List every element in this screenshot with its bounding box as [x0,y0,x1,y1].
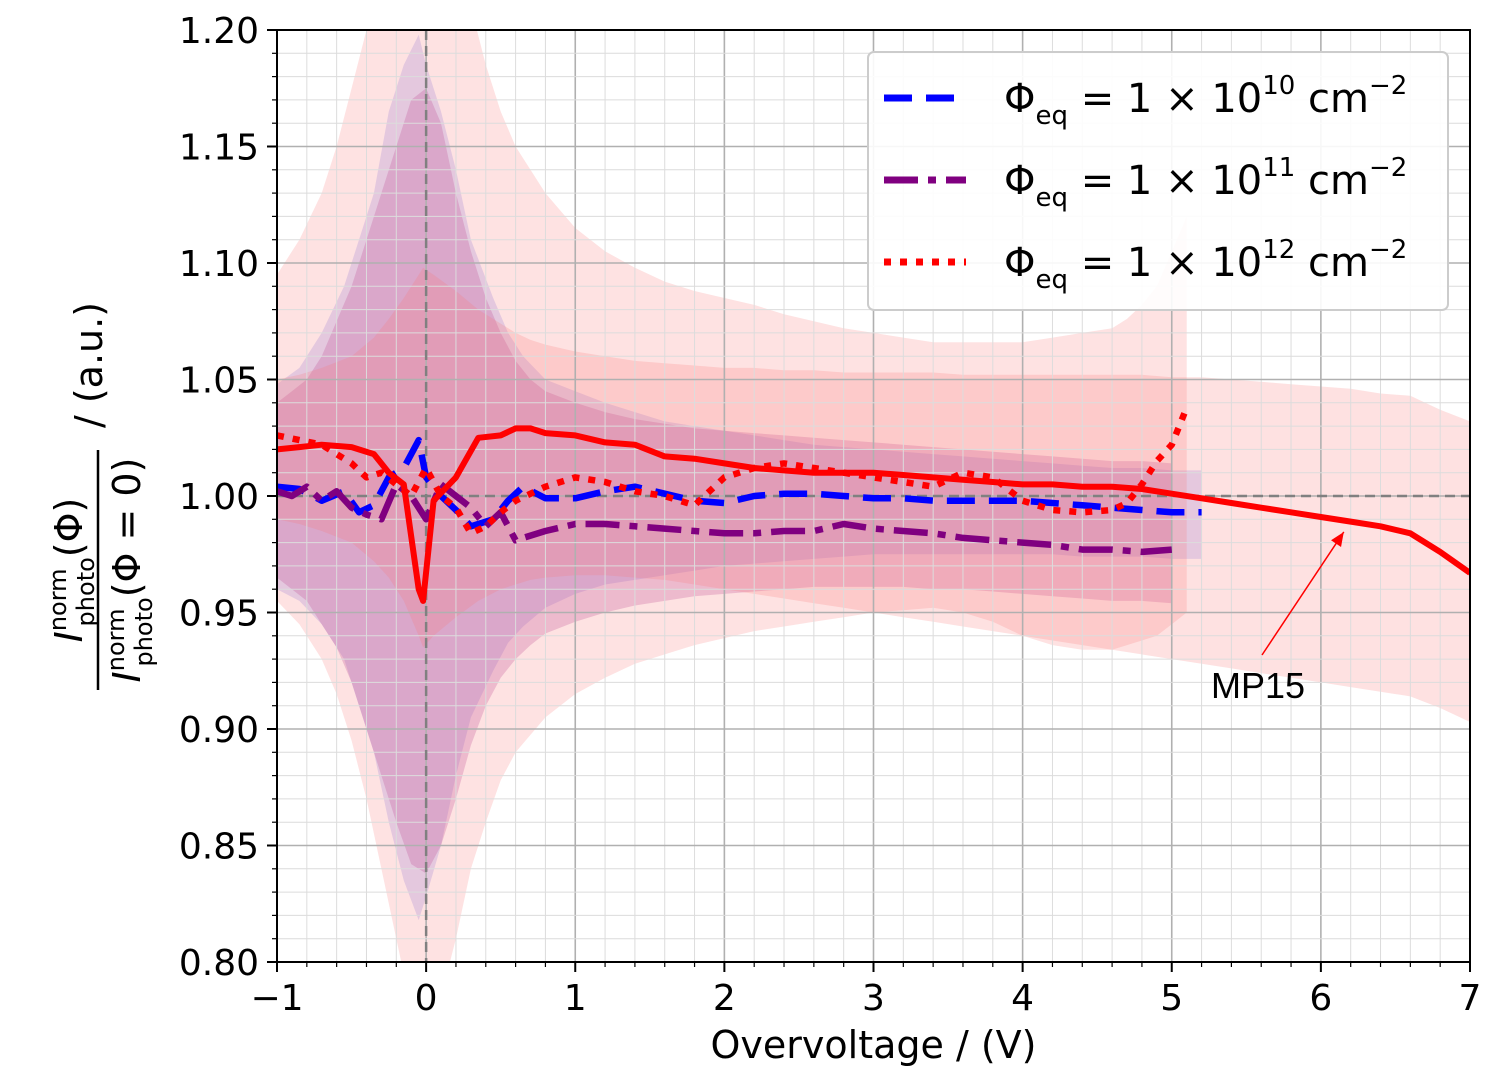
annotation-mp15: MP15 [1211,531,1345,706]
series-lines [277,406,1470,604]
y-axis-denominator: Inormphoto(Φ = 0) [102,458,158,683]
y-num-sup: norm [44,568,72,631]
series-line-3 [277,406,1190,537]
x-tick-label: −1 [250,978,303,1019]
annotation-arrow-line [1261,531,1345,656]
x-tick-label: 6 [1309,978,1332,1019]
axes [267,29,1471,972]
legend: Φeq = 1 × 1010 cm−2 Φeq = 1 × 1011 cm−2 Φe… [867,51,1449,311]
y-tick-label: 0.85 [179,827,259,868]
annotation-label: MP15 [1211,665,1305,706]
x-tick-label: 4 [1011,978,1034,1019]
y-tick-label: 0.80 [179,943,259,984]
y-tick-label: 1.00 [179,477,259,518]
x-tick-label: 7 [1459,978,1482,1019]
y-num-sub: photo [72,557,100,626]
series-line-2 [277,481,1173,556]
x-tick-label: 1 [564,978,587,1019]
y-axis-unit: / (a.u.) [67,302,111,428]
legend-label-2: Φeq = 1 × 1011 cm−2 [1004,153,1407,213]
y-den-sub: photo [130,597,158,666]
y-tick-label: 1.20 [179,11,259,52]
y-num-symbol: I [47,631,91,642]
x-tick-label: 2 [713,978,736,1019]
legend-box [867,51,1449,311]
annotation-arrow-head [1331,531,1344,547]
y-axis-numerator: Inormphoto(Φ) [44,498,100,643]
x-axis-label: Overvoltage / (V) [711,1023,1037,1067]
band-series-1 [277,34,1202,921]
series-line-4 [277,425,1470,604]
x-tick-label: 3 [862,978,885,1019]
legend-label-3: Φeq = 1 × 1012 cm−2 [1004,235,1407,295]
y-tick-label: 0.90 [179,710,259,751]
y-den-symbol: I [105,671,149,682]
y-num-arg: (Φ) [47,498,91,558]
y-den-arg: (Φ = 0) [105,458,149,598]
y-tick-label: 1.15 [179,128,259,169]
y-axis-label: / (a.u.) Inormphoto(Φ) Inormphoto(Φ = 0) [44,302,158,690]
x-tick-label: 5 [1160,978,1183,1019]
y-den-sup: norm [102,609,130,672]
legend-label-1: Φeq = 1 × 1010 cm−2 [1004,71,1407,131]
x-tick-label: 0 [415,978,438,1019]
y-tick-label: 1.05 [179,361,259,402]
y-tick-label: 1.10 [179,244,259,285]
y-tick-label: 0.95 [179,594,259,635]
tick-labels: −1 0 1 2 3 4 5 6 7 0.80 0.85 0.90 0.95 1.00 1.05 1.10 1.… [179,11,1482,1019]
